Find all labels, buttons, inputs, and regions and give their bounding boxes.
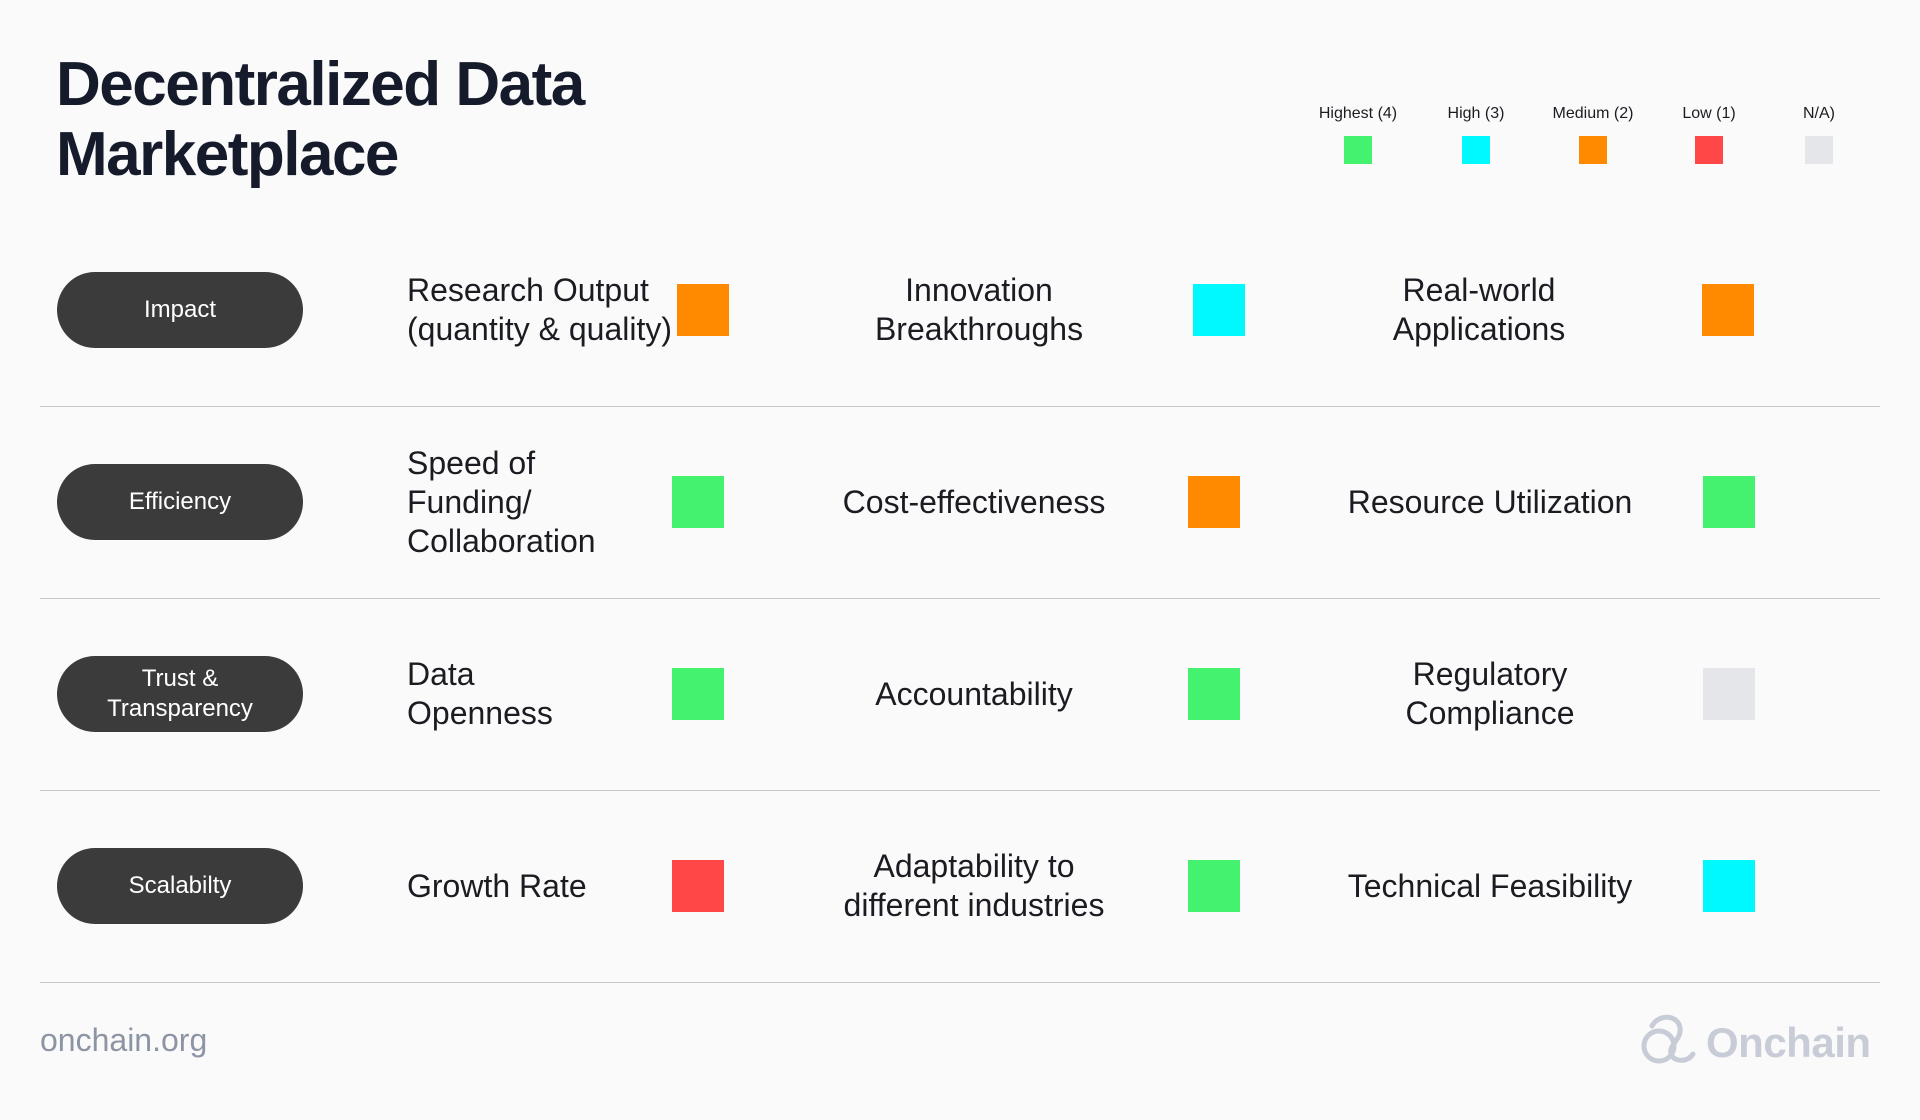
page-title: Decentralized Data Marketplace	[56, 50, 585, 190]
rating-swatch-medium	[1188, 476, 1240, 528]
category-pill-efficiency: Efficiency	[57, 464, 303, 540]
metric-label: Research Output (quantity & quality)	[407, 272, 673, 347]
metric-label: Regulatory Compliance	[1405, 656, 1575, 731]
rating-swatch-highest	[672, 476, 724, 528]
table-row-scalability: Scalabilty Growth Rate Adaptability to d…	[40, 790, 1880, 983]
rating-swatch-na	[1703, 668, 1755, 720]
rating-swatch-highest	[1188, 860, 1240, 912]
rating-swatch-medium	[1702, 284, 1754, 336]
brand-name: Onchain	[1706, 1018, 1871, 1066]
rating-swatch-high	[1703, 860, 1755, 912]
category-label: Trust & Transparency	[107, 665, 253, 722]
metric-label: Growth Rate	[407, 867, 587, 904]
category-pill-scalability: Scalabilty	[57, 848, 303, 924]
rating-swatch-highest	[1188, 668, 1240, 720]
rating-swatch-medium	[677, 284, 729, 336]
legend-item-na: N/A)	[1764, 104, 1874, 164]
footer-url: onchain.org	[40, 1022, 208, 1058]
brand-logo: Onchain	[1638, 1012, 1871, 1073]
page-title-line-1: Decentralized Data	[56, 50, 585, 119]
legend-swatch-na	[1805, 136, 1833, 164]
metric-label: Cost-effectiveness	[842, 483, 1106, 520]
metric-label: Accountability	[875, 675, 1073, 712]
category-pill-trust-transparency: Trust & Transparency	[57, 656, 303, 732]
rating-swatch-highest	[1703, 476, 1755, 528]
legend-swatch-high	[1462, 136, 1490, 164]
rating-legend: Highest (4) High (3) Medium (2) Low (1) …	[1290, 104, 1850, 164]
legend-label: High (3)	[1447, 105, 1505, 122]
category-label: Efficiency	[128, 488, 232, 515]
metric-label: Innovation Breakthroughs	[874, 272, 1084, 347]
onchain-logo-icon	[1638, 1012, 1698, 1073]
legend-item-medium: Medium (2)	[1538, 104, 1648, 164]
legend-label: Medium (2)	[1552, 105, 1634, 122]
category-label: Impact	[143, 296, 217, 323]
legend-swatch-highest	[1344, 136, 1372, 164]
category-pill-impact: Impact	[57, 272, 303, 348]
metric-label: Speed of Funding/ Collaboration	[407, 444, 596, 559]
table-row-efficiency: Efficiency Speed of Funding/ Collaborati…	[40, 406, 1880, 599]
legend-swatch-low	[1695, 136, 1723, 164]
legend-label: N/A)	[1803, 105, 1835, 122]
metric-label: Data Openness	[407, 656, 553, 731]
metric-label: Real-world Applications	[1392, 272, 1566, 347]
table-row-trust-transparency: Trust & Transparency Data Openness Accou…	[40, 598, 1880, 791]
metric-label: Adaptability to different industries	[843, 848, 1105, 923]
metric-label: Resource Utilization	[1347, 483, 1633, 520]
legend-swatch-medium	[1579, 136, 1607, 164]
legend-item-highest: Highest (4)	[1303, 104, 1413, 164]
legend-label: Highest (4)	[1318, 105, 1398, 122]
metric-label: Technical Feasibility	[1347, 867, 1633, 904]
legend-label: Low (1)	[1682, 105, 1736, 122]
table-row-impact: Impact Research Output (quantity & quali…	[40, 214, 1880, 407]
legend-item-low: Low (1)	[1654, 104, 1764, 164]
rating-swatch-highest	[672, 668, 724, 720]
rating-swatch-low	[672, 860, 724, 912]
category-label: Scalabilty	[128, 872, 232, 899]
legend-item-high: High (3)	[1421, 104, 1531, 164]
page-title-line-2: Marketplace	[56, 120, 399, 189]
rating-swatch-high	[1193, 284, 1245, 336]
